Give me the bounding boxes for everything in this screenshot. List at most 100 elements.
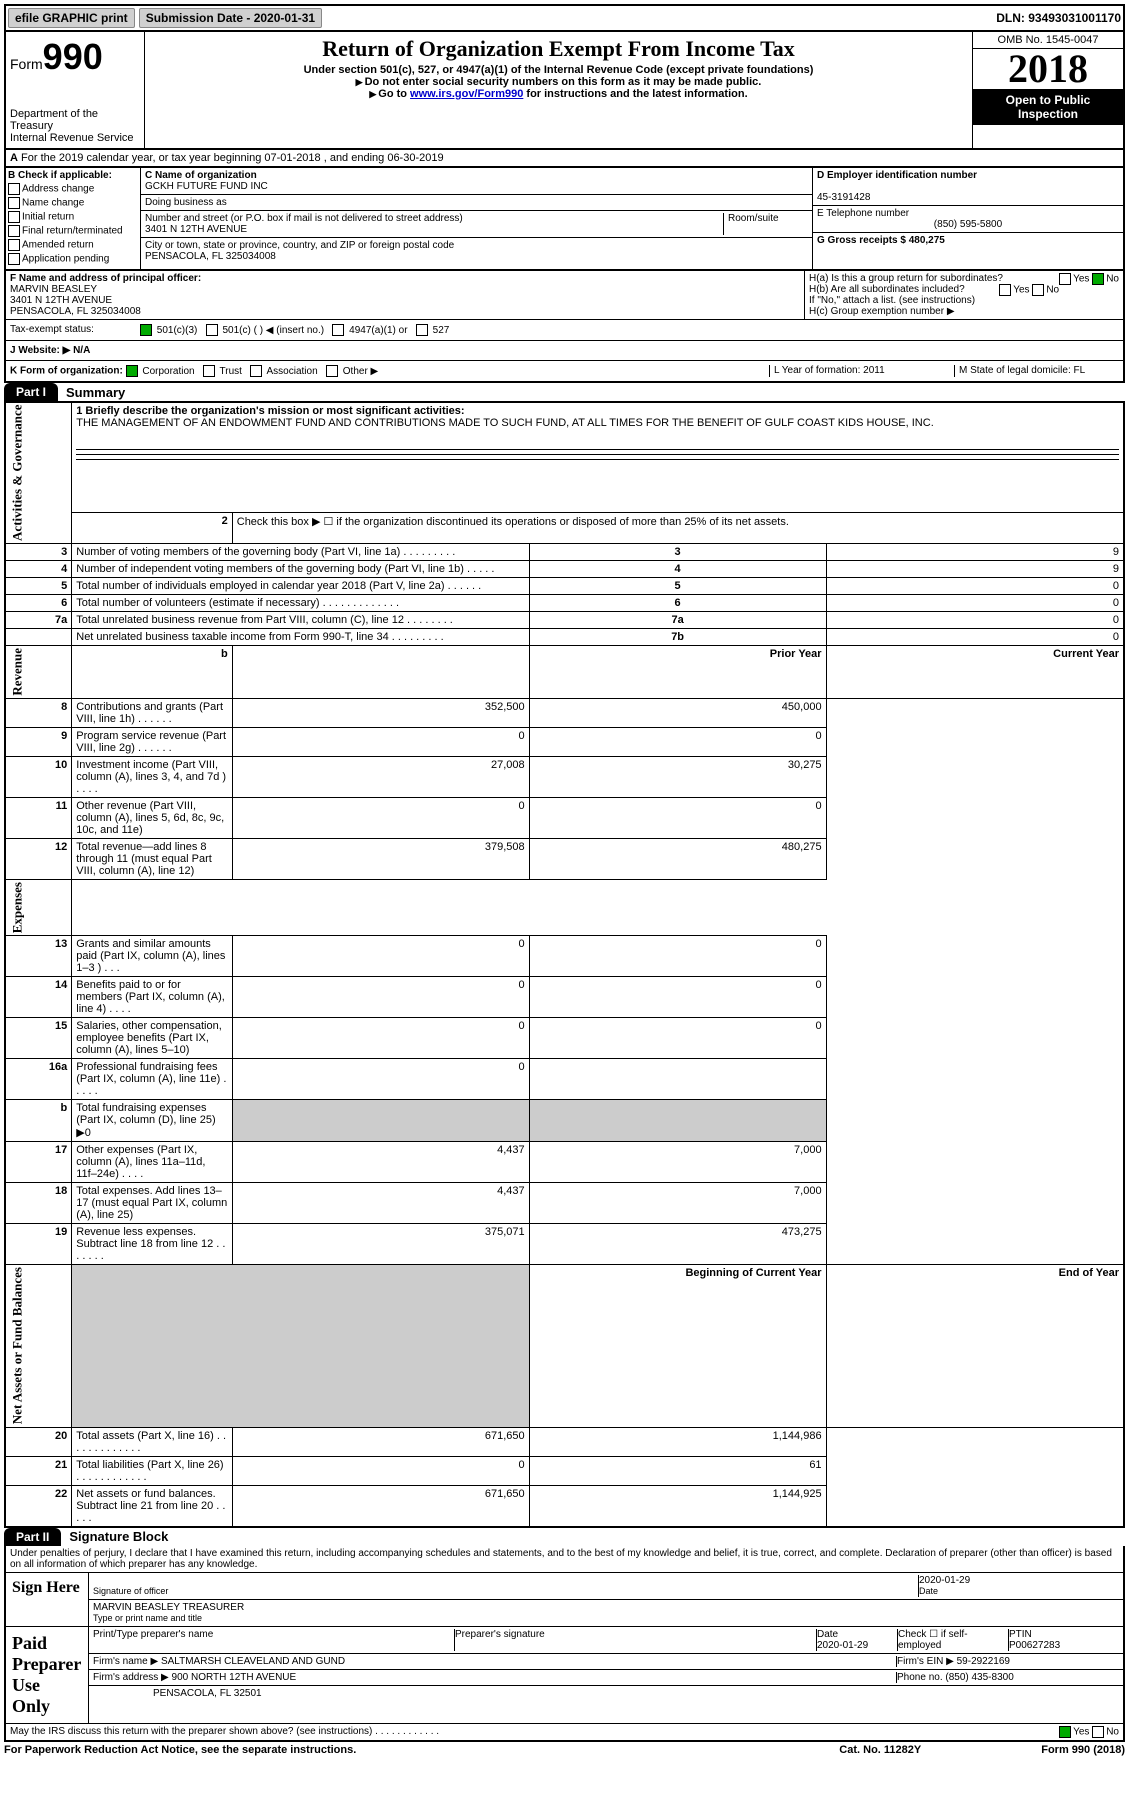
box-b-option[interactable]: Application pending [8,253,138,265]
m-state: M State of legal domicile: FL [954,365,1119,377]
line-a: A For the 2019 calendar year, or tax yea… [4,150,1125,168]
mission-label: 1 Briefly describe the organization's mi… [76,405,464,417]
begin-year-hdr: Beginning of Current Year [529,1265,826,1427]
summary-row: 17Other expenses (Part IX, column (A), l… [5,1142,1124,1183]
box-b-title: B Check if applicable: [8,170,112,181]
website-row: J Website: ▶ N/A [4,341,1125,361]
officer-row: F Name and address of principal officer:… [4,271,1125,320]
summary-row: 12Total revenue—add lines 8 through 11 (… [5,839,1124,880]
form-number: 990 [43,36,103,77]
sign-date: 2020-01-29 [919,1575,970,1586]
tax-opt[interactable]: 501(c) ( ) ◀ (insert no.) [206,325,333,336]
summary-row: 5Total number of individuals employed in… [5,578,1124,595]
box-b-option[interactable]: Initial return [8,211,138,223]
box-b-option[interactable]: Address change [8,183,138,195]
note-goto-pre: Go to [369,88,410,100]
part2-title: Signature Block [61,1529,168,1544]
signer-name: MARVIN BEASLEY TREASURER [93,1602,244,1613]
prep-sig-hdr: Preparer's signature [455,1629,817,1651]
top-bar: efile GRAPHIC print Submission Date - 20… [4,4,1125,32]
public-inspection: Open to Public Inspection [973,89,1123,125]
summary-row: 8Contributions and grants (Part VIII, li… [5,699,1124,728]
k-label: K Form of organization: [10,366,123,377]
side-governance: Activities & Governance [5,402,72,544]
phone-value: (850) 595-5800 [817,219,1119,230]
sign-date-label: Date [919,1586,938,1596]
summary-row: 6Total number of volunteers (estimate if… [5,595,1124,612]
submission-date-button[interactable]: Submission Date - 2020-01-31 [139,8,322,28]
addr-label: Number and street (or P.O. box if mail i… [145,213,463,224]
street-address: 3401 N 12TH AVENUE [145,224,247,235]
tax-opt[interactable]: 4947(a)(1) or [332,325,415,336]
footer-mid: Cat. No. 11282Y [839,1744,921,1756]
right-col: D Employer identification number 45-3191… [812,168,1123,269]
paid-preparer-label: Paid Preparer Use Only [6,1627,89,1723]
form-subtitle: Under section 501(c), 527, or 4947(a)(1)… [149,64,968,76]
h-b-note: If "No," attach a list. (see instruction… [809,295,1119,306]
dept-text: Department of the Treasury Internal Reve… [10,108,140,144]
ptin-value: P00627283 [1009,1640,1060,1651]
firm-ein-label: Firm's EIN ▶ [897,1656,957,1667]
box-b-option[interactable]: Final return/terminated [8,225,138,237]
form990-link[interactable]: www.irs.gov/Form990 [410,88,523,100]
box-f-label: F Name and address of principal officer: [10,273,201,284]
summary-row: 15Salaries, other compensation, employee… [5,1018,1124,1059]
summary-row: 3Number of voting members of the governi… [5,544,1124,561]
h-a: H(a) Is this a group return for subordin… [809,273,1003,284]
discuss-yes-checkbox[interactable] [1059,1726,1071,1738]
hb-yes-checkbox[interactable] [999,284,1011,296]
k-opt[interactable]: Other ▶ [323,366,384,377]
side-revenue: Revenue [5,646,72,699]
summary-row: 7aTotal unrelated business revenue from … [5,612,1124,629]
mission-text: THE MANAGEMENT OF AN ENDOWMENT FUND AND … [76,417,934,429]
summary-row: 9Program service revenue (Part VIII, lin… [5,728,1124,757]
summary-row: 14Benefits paid to or for members (Part … [5,977,1124,1018]
form-header: Form990 Department of the Treasury Inter… [4,32,1125,150]
k-opt[interactable]: Corporation [126,366,201,377]
current-year-hdr: Current Year [826,646,1124,699]
summary-row: Net unrelated business taxable income fr… [5,629,1124,646]
k-opt[interactable]: Association [248,366,324,377]
firm-addr-label: Firm's address ▶ [93,1672,172,1683]
prep-name-hdr: Print/Type preparer's name [93,1629,455,1651]
prep-date-hdr: Date [817,1629,838,1640]
ha-no-checkbox[interactable] [1092,273,1104,285]
self-emp-hdr: Check ☐ if self-employed [898,1629,1009,1651]
signer-name-label: Type or print name and title [93,1613,202,1623]
summary-row: 22Net assets or fund balances. Subtract … [5,1485,1124,1527]
summary-row: 19Revenue less expenses. Subtract line 1… [5,1224,1124,1265]
tax-opt[interactable]: 501(c)(3) [140,325,206,336]
phone-label: E Telephone number [817,208,909,219]
discuss-no-checkbox[interactable] [1092,1726,1104,1738]
entity-block: B Check if applicable: Address change Nam… [4,168,1125,271]
header-left: Form990 Department of the Treasury Inter… [6,32,145,148]
end-year-hdr: End of Year [826,1265,1124,1427]
hb-no-checkbox[interactable] [1032,284,1044,296]
gross-receipts: G Gross receipts $ 480,275 [817,235,945,246]
summary-row: 13Grants and similar amounts paid (Part … [5,936,1124,977]
summary-row: 11Other revenue (Part VIII, column (A), … [5,798,1124,839]
efile-button[interactable]: efile GRAPHIC print [8,8,135,28]
website-value: J Website: ▶ N/A [10,345,90,356]
k-opt[interactable]: Trust [200,366,247,377]
form-prefix: Form [10,56,43,72]
part1-header: Part I Summary [4,383,1125,401]
footer: For Paperwork Reduction Act Notice, see … [4,1742,1125,1758]
tax-opt[interactable]: 527 [416,325,458,336]
summary-row: 4Number of independent voting members of… [5,561,1124,578]
box-b: B Check if applicable: Address change Nam… [6,168,141,269]
footer-right: Form 990 (2018) [1041,1744,1125,1756]
part1-title: Summary [58,385,125,400]
firm-ein: 59-2922169 [957,1656,1010,1667]
officer-info: MARVIN BEASLEY 3401 N 12TH AVENUE PENSAC… [10,284,141,317]
ha-yes-checkbox[interactable] [1059,273,1071,285]
tax-year: 2018 [973,49,1123,89]
box-b-option[interactable]: Amended return [8,239,138,251]
penalties-text: Under penalties of perjury, I declare th… [6,1546,1123,1572]
summary-row: bTotal fundraising expenses (Part IX, co… [5,1100,1124,1142]
dln-text: DLN: 93493031001170 [996,11,1121,25]
l-year: L Year of formation: 2011 [769,365,954,377]
header-center: Return of Organization Exempt From Incom… [145,32,972,148]
firm-addr2: PENSACOLA, FL 32501 [93,1688,1119,1699]
box-b-option[interactable]: Name change [8,197,138,209]
